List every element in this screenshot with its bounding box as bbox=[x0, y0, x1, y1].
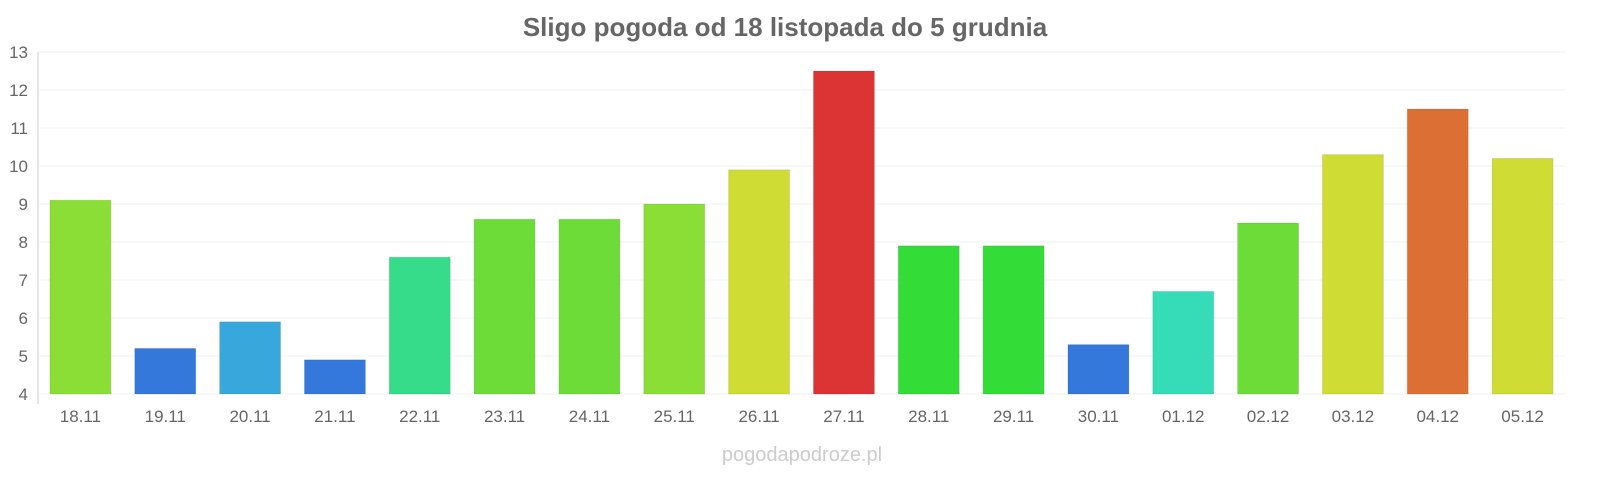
bar-01.12 bbox=[1152, 290, 1215, 395]
chart-title: Sligo pogoda od 18 listopada do 5 grudni… bbox=[523, 12, 1048, 42]
bar-21.11 bbox=[303, 359, 366, 395]
y-tick-label: 11 bbox=[10, 119, 28, 138]
bar-28.11 bbox=[897, 245, 960, 395]
x-tick-label: 20.11 bbox=[229, 407, 270, 426]
bar-19.11 bbox=[134, 347, 197, 395]
x-tick-label: 30.11 bbox=[1078, 407, 1119, 426]
footer-watermark: pogodapodroze.pl bbox=[722, 444, 882, 466]
y-tick-label: 13 bbox=[9, 43, 28, 62]
y-tick-label: 7 bbox=[19, 271, 28, 290]
bar-22.11 bbox=[388, 256, 451, 395]
x-tick-label: 21.11 bbox=[314, 407, 355, 426]
x-tick-label: 24.11 bbox=[569, 407, 610, 426]
x-tick-label: 02.12 bbox=[1247, 407, 1290, 426]
bar-24.11 bbox=[558, 218, 621, 395]
x-tick-label: 26.11 bbox=[738, 407, 779, 426]
y-tick-label: 4 bbox=[19, 385, 28, 404]
bar-23.11 bbox=[473, 218, 536, 395]
x-tick-label: 04.12 bbox=[1416, 407, 1459, 426]
bar-29.11 bbox=[982, 245, 1045, 395]
x-tick-label: 01.12 bbox=[1162, 407, 1205, 426]
x-tick-label: 23.11 bbox=[484, 407, 525, 426]
x-tick-label: 22.11 bbox=[399, 407, 440, 426]
x-tick-label: 18.11 bbox=[60, 407, 101, 426]
x-tick-label: 29.11 bbox=[993, 407, 1034, 426]
y-tick-label: 8 bbox=[19, 233, 28, 252]
x-tick-label: 05.12 bbox=[1501, 407, 1544, 426]
x-tick-label: 19.11 bbox=[145, 407, 186, 426]
y-tick-label: 6 bbox=[19, 309, 28, 328]
y-tick-label: 9 bbox=[19, 195, 28, 214]
bar-26.11 bbox=[728, 169, 791, 395]
bar-18.11 bbox=[49, 199, 112, 395]
bar-02.12 bbox=[1237, 222, 1300, 395]
x-tick-label: 25.11 bbox=[654, 407, 695, 426]
x-tick-label: 27.11 bbox=[823, 407, 864, 426]
bar-04.12 bbox=[1406, 108, 1469, 395]
y-tick-label: 10 bbox=[9, 157, 28, 176]
y-tick-label: 5 bbox=[19, 347, 28, 366]
bar-25.11 bbox=[643, 203, 706, 395]
x-tick-label: 03.12 bbox=[1332, 407, 1375, 426]
bar-05.12 bbox=[1491, 157, 1554, 395]
bar-20.11 bbox=[219, 321, 282, 395]
bar-27.11 bbox=[812, 70, 875, 395]
x-tick-label: 28.11 bbox=[908, 407, 949, 426]
bar-03.12 bbox=[1321, 154, 1384, 395]
bar-30.11 bbox=[1067, 344, 1130, 395]
y-tick-label: 12 bbox=[9, 81, 28, 100]
